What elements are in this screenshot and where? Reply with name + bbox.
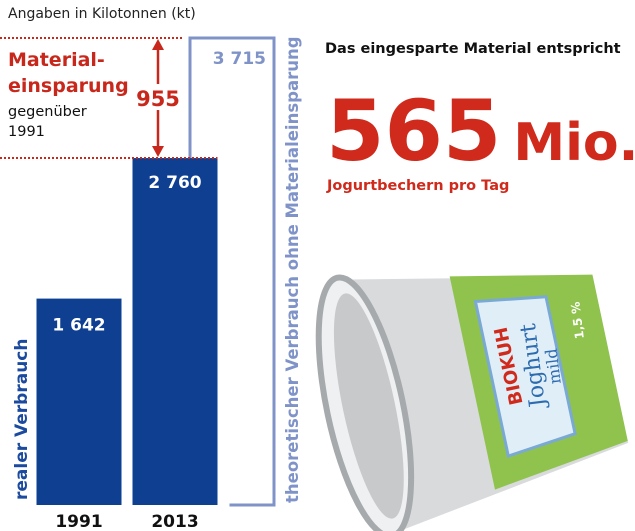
arrow-head [152,146,164,157]
big-number: 565 [326,82,501,180]
arrow-head [152,39,164,50]
unit-note: Angaben in Kilotonnen (kt) [8,6,196,22]
value-label: 3 715 [213,49,266,69]
yogurt-cup: BIOKUH Joghurt mild 1,5 % [300,226,635,531]
savings-value: 955 [136,87,180,111]
series-label: theoretischer Verbrauch ohne Materialein… [283,36,302,503]
comparison-caption: Jogurtbechern pro Tag [326,178,509,194]
bar [133,158,218,505]
savings-text: gegenüber [8,104,87,120]
infographic: Angaben in Kilotonnen (kt) Das eingespar… [0,0,635,531]
value-label: 2 760 [148,173,201,193]
series-label: realer Verbrauch [12,339,32,501]
x-tick-label: 1991 [55,512,102,531]
x-tick-label: 2013 [151,512,198,531]
big-unit: Mio. [513,113,635,173]
savings-text: einsparung [8,75,129,97]
value-label: 1 642 [52,316,105,336]
comparison-intro: Das eingesparte Material entspricht [325,41,621,57]
savings-text: 1991 [8,124,45,140]
savings-text: Material- [8,49,105,71]
